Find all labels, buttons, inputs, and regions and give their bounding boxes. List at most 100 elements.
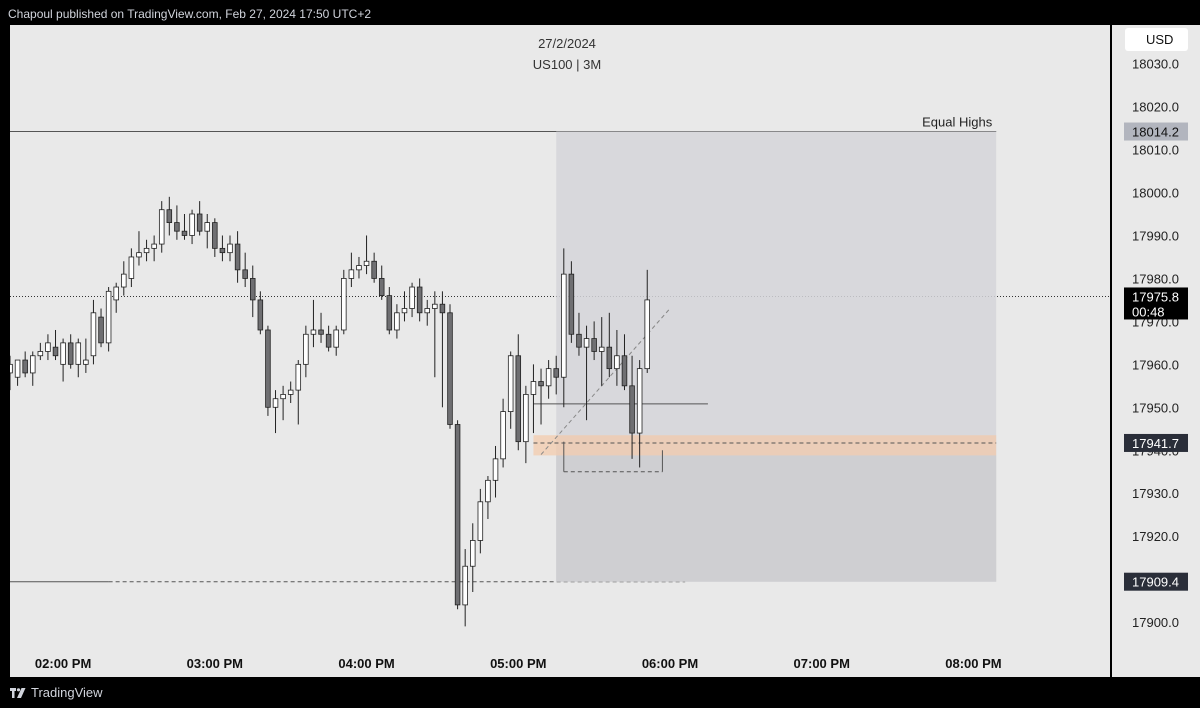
candle-1[interactable] — [14, 359, 21, 386]
currency-badge[interactable] — [1125, 28, 1188, 51]
candle-54[interactable] — [416, 278, 423, 322]
candle-51[interactable] — [394, 304, 400, 339]
candle-53[interactable] — [409, 282, 415, 318]
candle-60[interactable] — [462, 549, 468, 627]
candle-21[interactable] — [166, 196, 173, 236]
y-tick-label: 18020.0 — [1132, 100, 1179, 115]
candle-41[interactable] — [318, 312, 324, 343]
candle-8[interactable] — [67, 334, 74, 369]
candle-25[interactable] — [196, 201, 203, 236]
candle-48[interactable] — [371, 252, 377, 283]
candle-64[interactable] — [492, 445, 499, 498]
candle-49[interactable] — [378, 265, 385, 300]
candle-75[interactable] — [576, 312, 582, 356]
candle-81[interactable] — [621, 334, 628, 391]
price-axis[interactable]: USD 17900.017910.017920.017930.017940.01… — [1112, 25, 1200, 677]
candle-44[interactable] — [341, 269, 347, 335]
candle-19[interactable] — [151, 235, 157, 262]
orange-zone[interactable] — [533, 435, 997, 456]
candle-16[interactable] — [128, 248, 135, 288]
candle-68[interactable] — [523, 385, 529, 464]
candle-30[interactable] — [234, 231, 241, 283]
candle-14[interactable] — [113, 282, 119, 313]
candle-78[interactable] — [598, 317, 605, 386]
candle-11[interactable] — [90, 299, 97, 365]
candle-2[interactable] — [22, 351, 28, 378]
candle-46[interactable] — [356, 256, 362, 279]
chart-title: 27/2/2024 — [538, 36, 596, 51]
candle-13[interactable] — [105, 287, 112, 352]
candle-23[interactable] — [181, 214, 188, 240]
candle-56[interactable] — [432, 291, 438, 378]
price-label-1[interactable] — [1124, 287, 1188, 320]
chart-pane[interactable]: 27/2/2024 US100 | 3M Equal Highs 02:00 P… — [10, 25, 1110, 677]
candle-59[interactable] — [454, 420, 461, 610]
price-label-3[interactable] — [1124, 572, 1188, 591]
candle-83[interactable] — [636, 360, 643, 468]
candle-7[interactable] — [60, 338, 66, 382]
candle-79[interactable] — [606, 312, 613, 378]
candle-50[interactable] — [386, 287, 393, 335]
candlestick-chart[interactable]: 27/2/2024 US100 | 3M Equal Highs 02:00 P… — [10, 25, 1110, 677]
candle-9[interactable] — [75, 338, 82, 378]
candle-61[interactable] — [470, 523, 476, 593]
price-axis-svg[interactable]: USD 17900.017910.017920.017930.017940.01… — [1112, 25, 1200, 677]
candle-27[interactable] — [212, 218, 218, 257]
candle-40[interactable] — [310, 299, 317, 348]
candle-0[interactable] — [10, 355, 13, 391]
footer-brand: TradingView — [10, 685, 103, 700]
candle-34[interactable] — [265, 325, 271, 416]
candle-70[interactable] — [538, 368, 544, 425]
candle-52[interactable] — [401, 291, 408, 322]
candle-22[interactable] — [174, 205, 180, 240]
candle-55[interactable] — [424, 299, 430, 326]
candle-63[interactable] — [485, 476, 491, 519]
candle-67[interactable] — [515, 334, 522, 451]
candle-10[interactable] — [83, 338, 89, 373]
candle-72[interactable] — [553, 355, 559, 395]
candle-28[interactable] — [219, 235, 226, 262]
candle-24[interactable] — [189, 209, 195, 245]
tradingview-logo-icon — [10, 687, 26, 698]
candle-66[interactable] — [507, 351, 514, 429]
candle-77[interactable] — [591, 321, 597, 361]
candle-47[interactable] — [363, 235, 370, 275]
candle-62[interactable] — [477, 488, 484, 554]
candle-73[interactable] — [561, 248, 567, 408]
y-tick-label: 17900.0 — [1132, 615, 1179, 630]
candle-20[interactable] — [158, 201, 165, 253]
price-label-0[interactable] — [1124, 122, 1188, 141]
candle-17[interactable] — [136, 231, 142, 266]
candle-43[interactable] — [333, 325, 339, 356]
candle-45[interactable] — [348, 252, 355, 288]
candle-4[interactable] — [37, 342, 44, 361]
price-label-2[interactable] — [1124, 433, 1188, 452]
candle-6[interactable] — [52, 329, 59, 361]
candle-32[interactable] — [250, 265, 256, 318]
candle-29[interactable] — [227, 235, 233, 262]
candle-5[interactable] — [45, 334, 51, 361]
candle-82[interactable] — [629, 355, 635, 459]
candle-3[interactable] — [30, 351, 36, 386]
candle-36[interactable] — [280, 385, 286, 421]
candle-12[interactable] — [98, 308, 104, 348]
candle-15[interactable] — [121, 261, 127, 296]
candle-35[interactable] — [272, 390, 279, 434]
candle-37[interactable] — [287, 381, 294, 404]
candle-18[interactable] — [143, 239, 150, 262]
candle-39[interactable] — [303, 325, 309, 378]
candle-74[interactable] — [568, 261, 575, 343]
candle-42[interactable] — [325, 325, 332, 352]
candle-38[interactable] — [295, 360, 302, 425]
candle-57[interactable] — [439, 291, 446, 408]
candle-80[interactable] — [614, 329, 620, 386]
candle-65[interactable] — [500, 398, 506, 468]
candle-33[interactable] — [257, 291, 264, 335]
candle-26[interactable] — [204, 214, 210, 249]
candle-69[interactable] — [530, 364, 537, 434]
candle-58[interactable] — [447, 304, 453, 429]
candle-76[interactable] — [583, 325, 590, 421]
candle-71[interactable] — [545, 360, 552, 399]
candle-84[interactable] — [644, 269, 650, 373]
candle-31[interactable] — [242, 252, 248, 288]
